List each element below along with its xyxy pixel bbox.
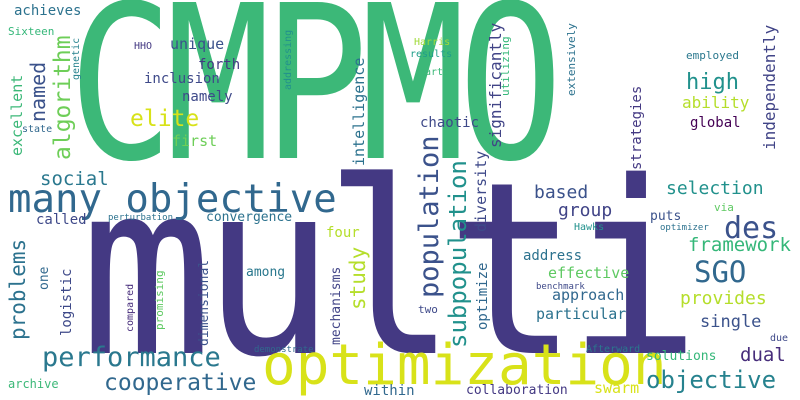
word-optimize: optimize	[475, 262, 491, 330]
word-high: high	[686, 70, 739, 95]
word-performance: performance	[42, 342, 221, 373]
word-dimensional: dimensional	[197, 259, 212, 346]
word-genetic: genetic	[71, 37, 82, 80]
word-addressing: addressing	[283, 29, 294, 90]
word-based: based	[534, 182, 589, 203]
word-subpopulation: subpopulation	[444, 160, 472, 348]
word-two: two	[418, 303, 438, 316]
word-sixteen: Sixteen	[8, 25, 55, 38]
word-diversity: diversity	[472, 150, 490, 232]
word-employed: employed	[686, 49, 739, 62]
word-sgo: SGO	[694, 255, 747, 289]
word-collaboration: collaboration	[466, 383, 568, 398]
word-archive: archive	[8, 377, 59, 391]
word-address: address	[523, 248, 583, 264]
word-due: due	[770, 333, 789, 344]
word-state: state	[22, 124, 53, 135]
word-via: via	[714, 201, 734, 214]
word-extensively: extensively	[565, 23, 578, 96]
word-provides: provides	[680, 288, 767, 309]
word-effective: effective	[548, 264, 630, 282]
word-named: named	[26, 61, 50, 122]
word-excellent: excellent	[8, 74, 26, 156]
word-group: group	[558, 200, 613, 221]
word-first: first	[172, 132, 218, 150]
word-hho: HHO	[134, 41, 153, 52]
word-called: called	[36, 212, 87, 228]
word-afterward: Afterward	[586, 344, 641, 355]
word-art: art	[425, 67, 444, 78]
word-promising: promising	[153, 270, 166, 330]
word-demonstrate: demonstrate	[254, 345, 314, 355]
word-one: one	[37, 266, 52, 290]
word-harris: Harris	[414, 37, 451, 48]
word-logistic: logistic	[59, 268, 75, 336]
word-strategies: strategies	[629, 85, 645, 170]
word-global: global	[690, 115, 741, 131]
word-namely: namely	[182, 89, 233, 105]
word-independently: independently	[760, 24, 779, 150]
word-selection: selection	[666, 178, 764, 199]
word-optimization: optimization	[262, 333, 667, 398]
word-multi: multi	[80, 130, 701, 400]
word-des: des	[724, 211, 779, 246]
word-within: within	[364, 383, 415, 399]
word-results: results	[410, 49, 453, 60]
word-four: four	[326, 225, 360, 241]
word-chaotic: chaotic	[420, 115, 480, 131]
word-benchmark: benchmark	[536, 282, 585, 292]
word-intelligence: intelligence	[350, 57, 368, 166]
word-puts: puts	[650, 209, 682, 224]
word-mechanisms: mechanisms	[329, 266, 344, 345]
word-problems: problems	[6, 238, 30, 340]
word-single: single	[700, 312, 762, 332]
word-convergence: convergence	[206, 210, 293, 225]
word-hawks: Hawks	[574, 222, 605, 233]
word-utilizing: utilizing	[499, 36, 512, 96]
word-solutions: solutions	[646, 349, 717, 364]
word-study: study	[346, 246, 370, 310]
word-dual: dual	[740, 344, 786, 366]
word-compared: compared	[125, 283, 136, 332]
word-among: among	[246, 265, 286, 280]
word-social: social	[40, 168, 109, 190]
word-ability: ability	[682, 93, 750, 112]
word-cooperative: cooperative	[104, 370, 257, 396]
word-unique: unique	[170, 35, 225, 53]
word-approach: approach	[552, 286, 625, 304]
word-inclusion: inclusion	[144, 71, 220, 87]
word-particular: particular	[536, 305, 627, 323]
word-optimizer: optimizer	[660, 223, 709, 233]
word-forth: forth	[198, 57, 241, 73]
word-swarm: swarm	[594, 379, 640, 397]
word-many-objective: many objective	[8, 177, 337, 222]
word-cmpmo: CMPMO	[68, 0, 563, 209]
word-objective-lower: objective	[646, 366, 777, 394]
word-perturbation: perturbation	[108, 213, 174, 223]
word-population: population	[414, 135, 445, 298]
word-achieves: achieves	[14, 3, 82, 19]
word-framework: framework	[688, 234, 791, 256]
word-elite: elite	[130, 106, 200, 132]
